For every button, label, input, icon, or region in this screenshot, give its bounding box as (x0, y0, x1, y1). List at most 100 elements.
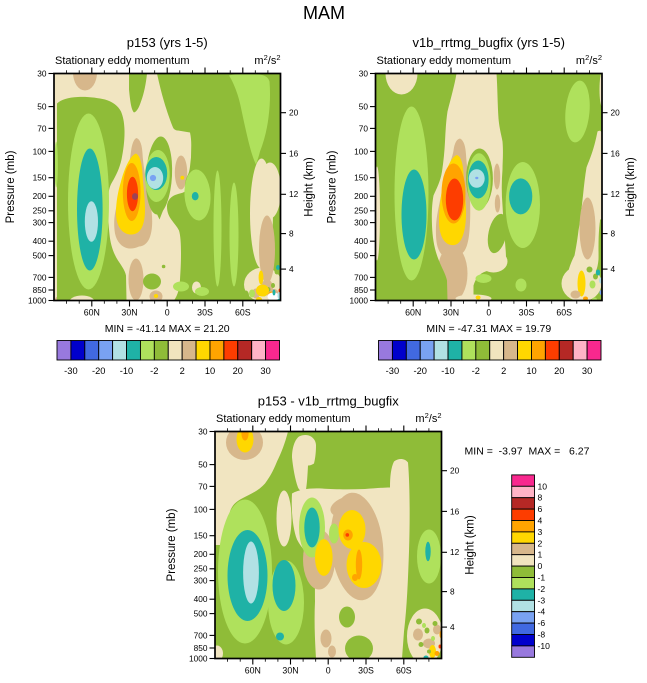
svg-text:400: 400 (194, 594, 208, 604)
svg-text:0: 0 (538, 561, 543, 571)
svg-text:Pressure (mb): Pressure (mb) (166, 508, 178, 581)
svg-text:500: 500 (33, 251, 47, 261)
svg-text:Height (km): Height (km) (625, 157, 637, 217)
svg-text:30N: 30N (443, 308, 459, 318)
svg-text:-10: -10 (441, 366, 454, 376)
svg-text:-3: -3 (538, 595, 546, 605)
svg-text:-30: -30 (386, 366, 399, 376)
svg-text:30: 30 (37, 68, 47, 78)
svg-text:m2/s2: m2/s2 (415, 411, 441, 425)
svg-text:500: 500 (194, 609, 208, 619)
svg-text:MAM: MAM (303, 3, 345, 23)
svg-text:150: 150 (33, 173, 47, 183)
svg-text:10: 10 (538, 481, 548, 491)
svg-text:16: 16 (450, 506, 460, 516)
svg-text:300: 300 (194, 576, 208, 586)
svg-text:4: 4 (450, 622, 455, 632)
svg-text:-10: -10 (538, 641, 551, 651)
svg-text:3: 3 (538, 527, 543, 537)
svg-text:20: 20 (611, 108, 621, 118)
svg-text:700: 700 (354, 272, 368, 282)
svg-text:10: 10 (526, 366, 536, 376)
svg-text:60S: 60S (396, 666, 412, 676)
svg-text:70: 70 (37, 123, 47, 133)
svg-text:1000: 1000 (189, 653, 208, 663)
svg-text:30S: 30S (519, 308, 535, 318)
svg-text:8: 8 (450, 587, 455, 597)
svg-text:250: 250 (33, 206, 47, 216)
svg-text:10: 10 (205, 366, 215, 376)
svg-text:300: 300 (354, 218, 368, 228)
svg-text:4: 4 (611, 264, 616, 274)
svg-text:Stationary eddy momentum: Stationary eddy momentum (216, 413, 351, 425)
svg-text:50: 50 (37, 102, 47, 112)
svg-text:-2: -2 (150, 366, 158, 376)
svg-text:20: 20 (450, 466, 460, 476)
svg-text:8: 8 (289, 229, 294, 239)
svg-text:-20: -20 (92, 366, 105, 376)
svg-text:0: 0 (486, 308, 491, 318)
svg-text:-30: -30 (64, 366, 77, 376)
svg-text:12: 12 (450, 547, 460, 557)
svg-text:-4: -4 (538, 607, 546, 617)
svg-text:6: 6 (538, 504, 543, 514)
svg-text:-1: -1 (538, 573, 546, 583)
svg-text:400: 400 (354, 236, 368, 246)
svg-text:60N: 60N (405, 308, 421, 318)
svg-text:100: 100 (194, 504, 208, 514)
svg-text:-2: -2 (538, 584, 546, 594)
svg-text:p153 (yrs 1-5): p153 (yrs 1-5) (127, 35, 208, 50)
svg-text:MIN = -41.14 MAX = 21.20: MIN = -41.14 MAX = 21.20 (105, 323, 230, 335)
svg-text:70: 70 (359, 123, 369, 133)
svg-text:-20: -20 (413, 366, 426, 376)
svg-text:2: 2 (501, 366, 506, 376)
svg-text:v1b_rrtmg_bugfix (yrs 1-5): v1b_rrtmg_bugfix (yrs 1-5) (413, 35, 565, 50)
svg-text:8: 8 (538, 493, 543, 503)
svg-text:1000: 1000 (350, 295, 369, 305)
svg-text:30N: 30N (282, 666, 298, 676)
svg-text:400: 400 (33, 236, 47, 246)
svg-text:30S: 30S (358, 666, 374, 676)
svg-text:Stationary eddy momentum: Stationary eddy momentum (377, 55, 512, 67)
svg-text:50: 50 (359, 102, 369, 112)
svg-text:30: 30 (198, 426, 208, 436)
svg-text:20: 20 (554, 366, 564, 376)
svg-text:0: 0 (165, 308, 170, 318)
svg-text:30S: 30S (197, 308, 213, 318)
svg-text:p153 - v1b_rrtmg_bugfix: p153 - v1b_rrtmg_bugfix (258, 394, 399, 409)
svg-text:4: 4 (289, 264, 294, 274)
svg-text:-6: -6 (538, 618, 546, 628)
svg-text:300: 300 (33, 218, 47, 228)
svg-text:150: 150 (194, 531, 208, 541)
svg-text:2: 2 (538, 538, 543, 548)
svg-text:850: 850 (354, 285, 368, 295)
svg-text:200: 200 (33, 191, 47, 201)
svg-text:-2: -2 (472, 366, 480, 376)
svg-text:60S: 60S (556, 308, 572, 318)
svg-text:700: 700 (194, 630, 208, 640)
svg-text:-10: -10 (120, 366, 133, 376)
svg-text:m2/s2: m2/s2 (576, 53, 602, 67)
svg-text:200: 200 (354, 191, 368, 201)
svg-text:500: 500 (354, 251, 368, 261)
svg-text:MIN = -3.97 MAX = 6.27: MIN = -3.97 MAX = 6.27 (465, 446, 590, 458)
svg-text:850: 850 (194, 643, 208, 653)
svg-text:Pressure (mb): Pressure (mb) (5, 150, 17, 223)
svg-text:Height (km): Height (km) (304, 157, 316, 217)
svg-text:60N: 60N (245, 666, 261, 676)
svg-text:700: 700 (33, 272, 47, 282)
svg-text:250: 250 (194, 564, 208, 574)
svg-text:850: 850 (33, 285, 47, 295)
svg-text:30: 30 (359, 68, 369, 78)
svg-text:4: 4 (538, 516, 543, 526)
svg-text:16: 16 (611, 148, 621, 158)
svg-text:60S: 60S (235, 308, 251, 318)
svg-text:0: 0 (326, 666, 331, 676)
svg-text:20: 20 (233, 366, 243, 376)
svg-text:30N: 30N (121, 308, 137, 318)
svg-text:70: 70 (198, 481, 208, 491)
svg-text:30: 30 (582, 366, 592, 376)
svg-text:60N: 60N (84, 308, 100, 318)
svg-text:250: 250 (354, 206, 368, 216)
svg-text:100: 100 (33, 146, 47, 156)
